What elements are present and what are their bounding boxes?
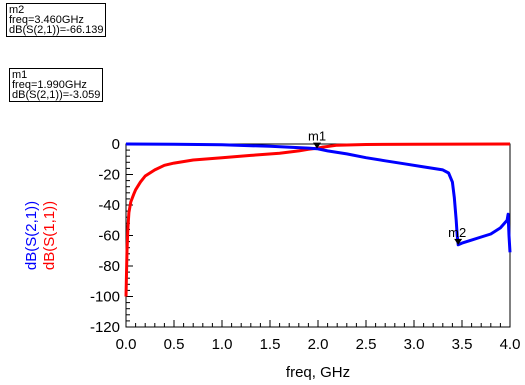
y-tick-label: -20 [98,167,120,184]
y-axis-label-s21: dB(S(2,1)) [23,201,40,270]
y-tick-label: -60 [98,228,120,245]
marker-m1-value: dB(S(2,1))=-3.059 [12,89,101,101]
marker-m2-readout: m2 freq=3.460GHz dB(S(2,1))=-66.139 [6,3,107,37]
y-tick-label: -100 [90,289,120,306]
x-tick-label: 2.0 [308,336,329,353]
y-tick-label: -80 [98,258,120,275]
x-tick-label: 3.5 [452,336,473,353]
marker-m1-label: m1 [308,129,326,144]
series-layer [124,142,512,297]
label-layer: 0.0 0.5 1.0 1.5 2.0 2.5 3.0 3.5 4.0 0 -20 -40 -60 -80… [23,136,520,381]
series-line-s11 [124,142,511,297]
x-tick-label: 3.0 [404,336,425,353]
x-tick-label: 2.5 [356,336,377,353]
marker-m1-name: m1 [12,69,28,81]
series-line-s21 [125,142,512,253]
marker-m2-freq: freq=3.460GHz [9,14,84,26]
x-axis-label: freq, GHz [286,364,350,381]
marker-m2-value: dB(S(2,1))=-66.139 [9,24,104,36]
y-tick-label: 0 [112,136,120,153]
x-tick-label: 0.5 [164,336,185,353]
x-tick-label: 4.0 [500,336,521,353]
y-axis-label-s11: dB(S(1,1)) [41,201,58,270]
y-tick-label: -120 [90,319,120,336]
y-tick-label: -40 [98,197,120,214]
marker-m2-triangle [454,238,463,245]
marker-m2-label: m2 [448,225,466,240]
marker-m2-name: m2 [9,4,25,16]
x-tick-label: 1.0 [212,336,233,353]
x-tick-label: 1.5 [260,336,281,353]
marker-m1-readout: m1 freq=1.990GHz dB(S(2,1))=-3.059 [9,68,104,102]
marker-layer: m1 m2 [308,129,466,245]
x-tick-label: 0.0 [116,336,137,353]
marker-m1-triangle [313,142,322,149]
marker-m1-freq: freq=1.990GHz [12,79,87,91]
